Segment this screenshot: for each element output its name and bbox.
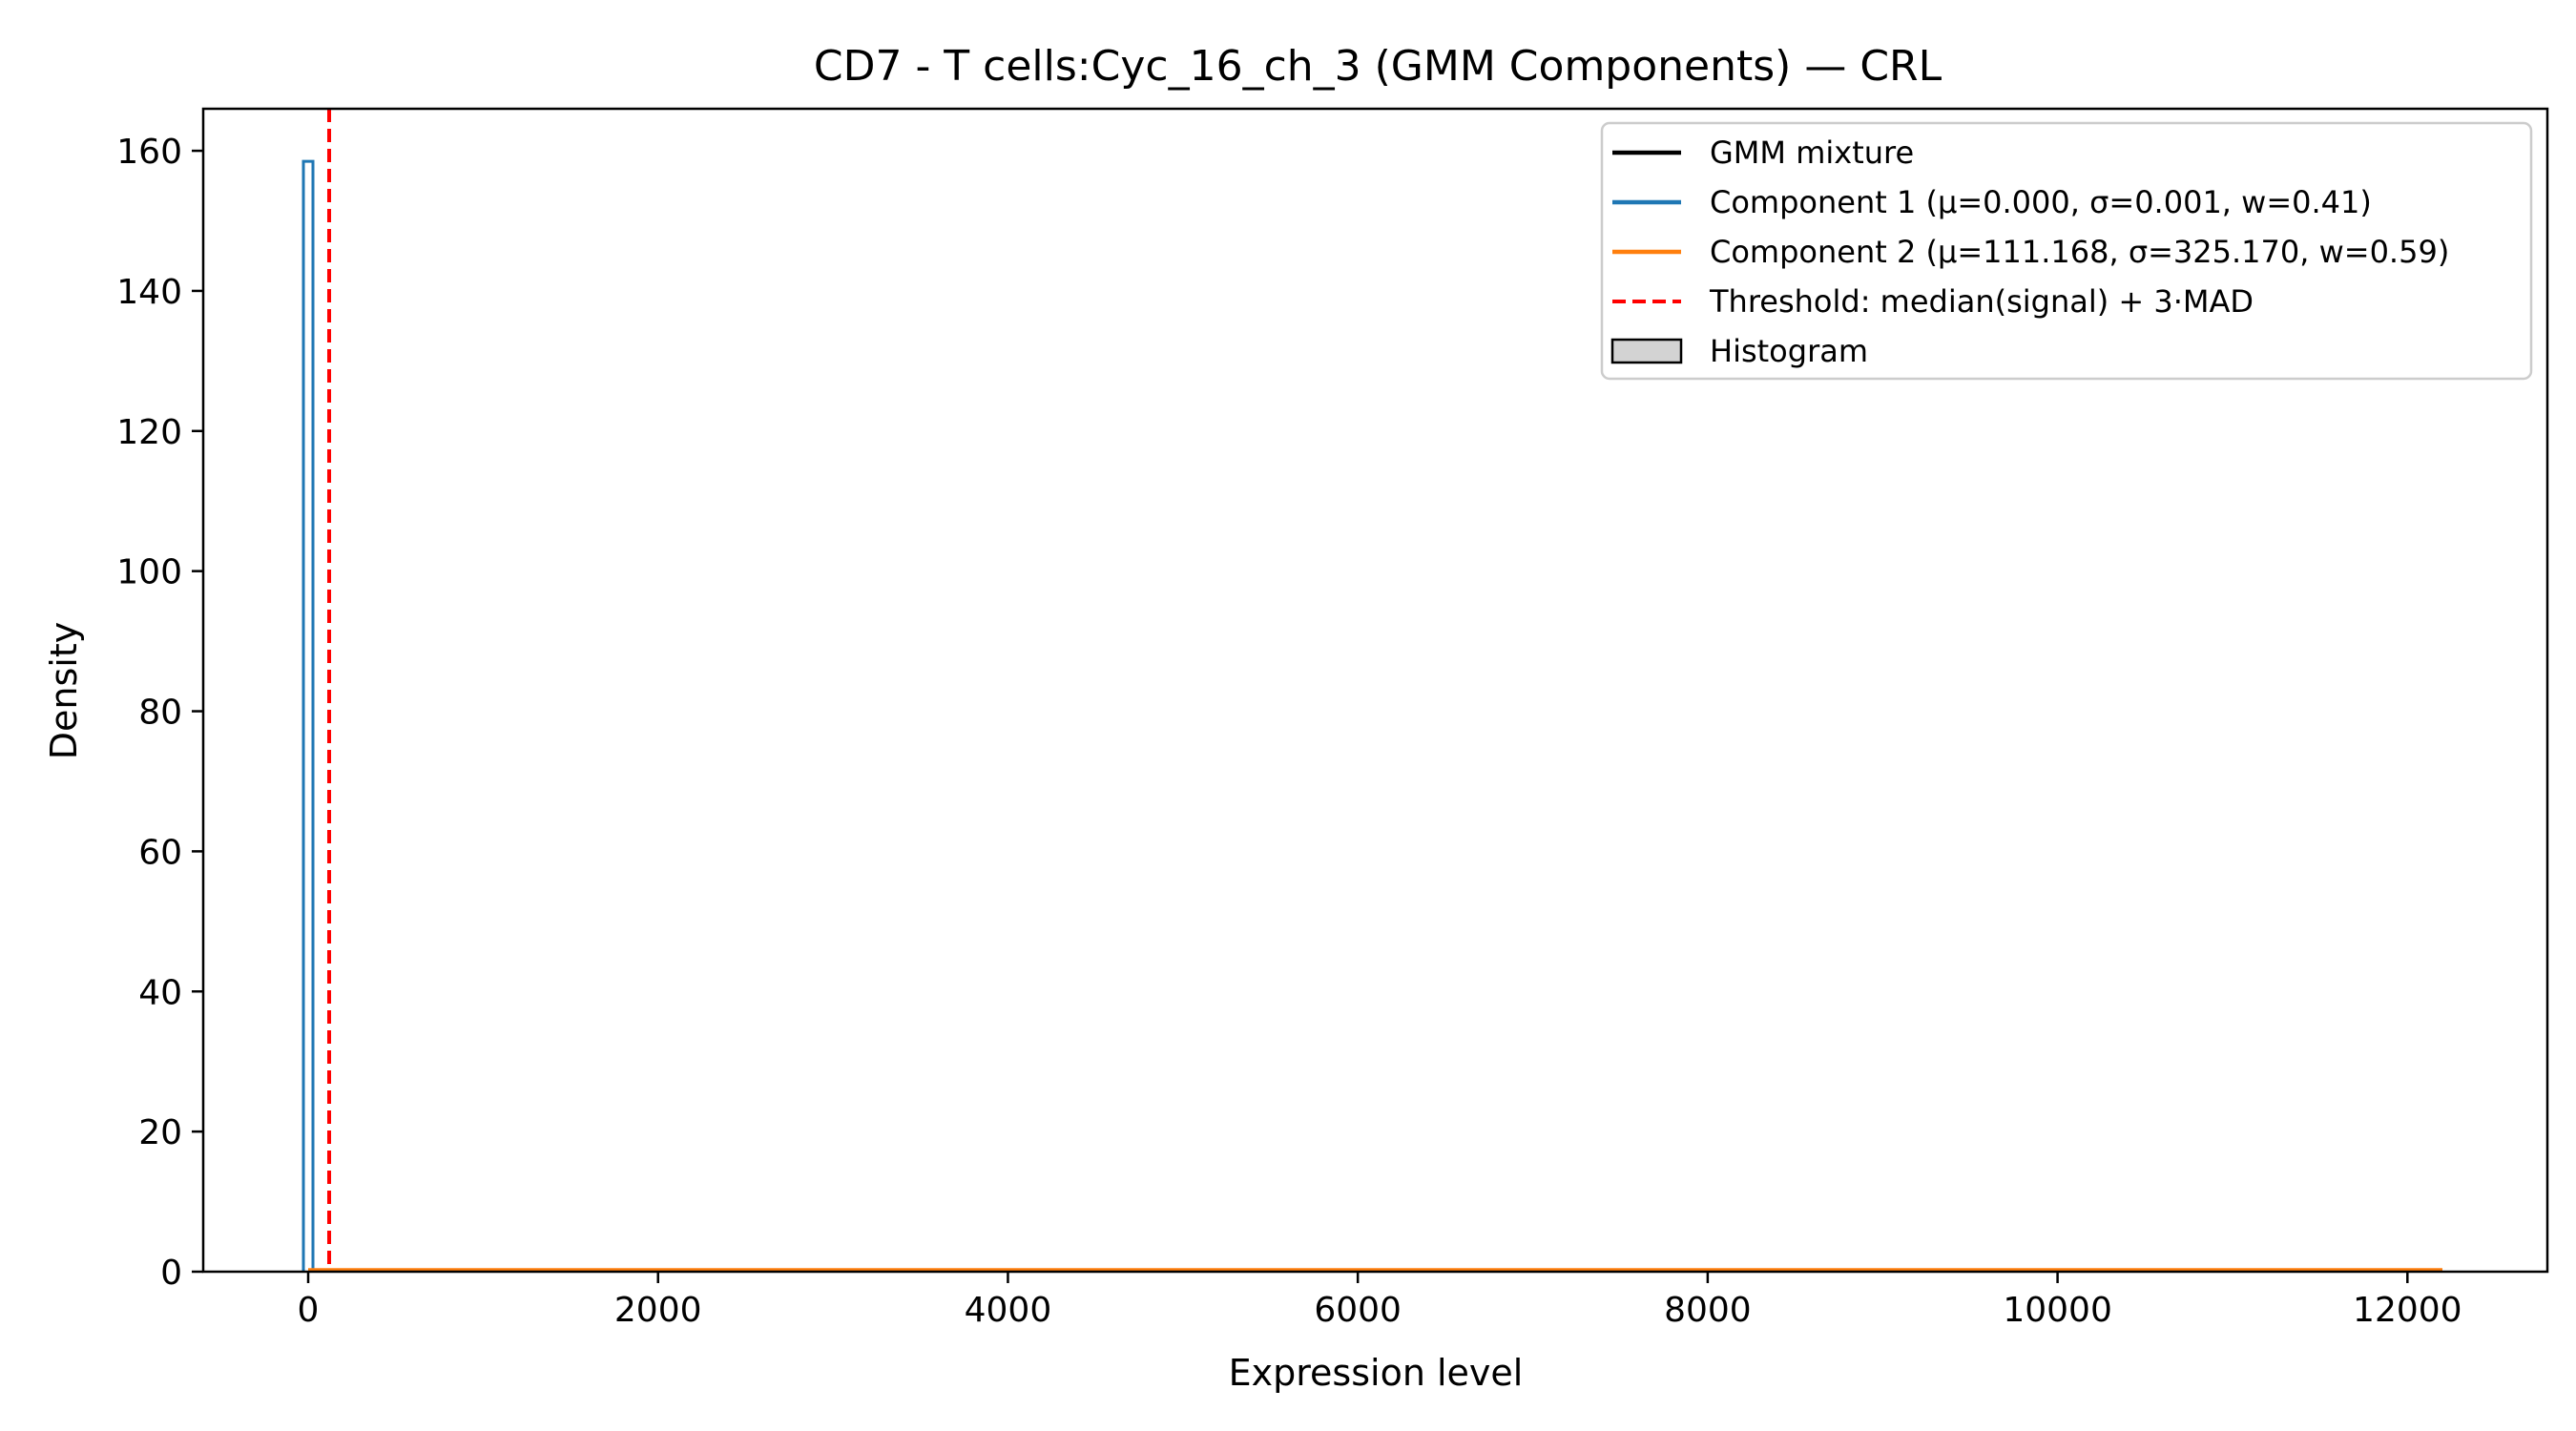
y-tick-label: 100 [116, 553, 182, 592]
x-tick-label: 10000 [2003, 1291, 2112, 1330]
y-axis-ticks: 0 20 40 60 80 100 120 140 160 [116, 133, 203, 1293]
x-tick-label: 2000 [614, 1291, 702, 1330]
y-tick-label: 80 [138, 694, 182, 733]
x-tick-label: 4000 [965, 1291, 1052, 1330]
legend-items: GMM mixture Component 1 (μ=0.000, σ=0.001… [1610, 135, 2449, 369]
component-1-line [301, 159, 315, 1272]
legend-label: GMM mixture [1710, 135, 1914, 171]
x-tick-label: 8000 [1664, 1291, 1752, 1330]
x-axis-ticks: 0 2000 4000 6000 8000 10000 12000 [298, 1272, 2462, 1330]
legend-label: Threshold: median(signal) + 3·MAD [1709, 283, 2254, 320]
x-tick-label: 0 [298, 1291, 320, 1330]
y-tick-label: 120 [116, 413, 182, 452]
y-tick-label: 40 [138, 973, 182, 1012]
axes-frame [201, 107, 2549, 1274]
legend-swatch-histogram [1610, 338, 1683, 364]
x-tick-label: 12000 [2353, 1291, 2462, 1330]
legend-box [1600, 121, 2533, 381]
y-tick-label: 0 [160, 1254, 182, 1293]
y-tick-label: 160 [116, 133, 182, 172]
y-tick-label: 20 [138, 1113, 182, 1152]
chart-title: CD7 - T cells:Cyc_16_ch_3 (GMM Component… [814, 42, 1942, 91]
legend-label: Histogram [1710, 333, 1868, 369]
legend: GMM mixture Component 1 (μ=0.000, σ=0.001… [1600, 121, 2533, 381]
legend-label: Component 1 (μ=0.000, σ=0.001, w=0.41) [1710, 184, 2372, 220]
y-tick-label: 60 [138, 833, 182, 872]
y-tick-label: 140 [116, 273, 182, 312]
x-tick-label: 6000 [1314, 1291, 1402, 1330]
legend-label: Component 2 (μ=111.168, σ=325.170, w=0.5… [1710, 234, 2449, 270]
y-axis-label: Density [43, 622, 85, 759]
x-axis-label: Expression level [1229, 1352, 1524, 1394]
